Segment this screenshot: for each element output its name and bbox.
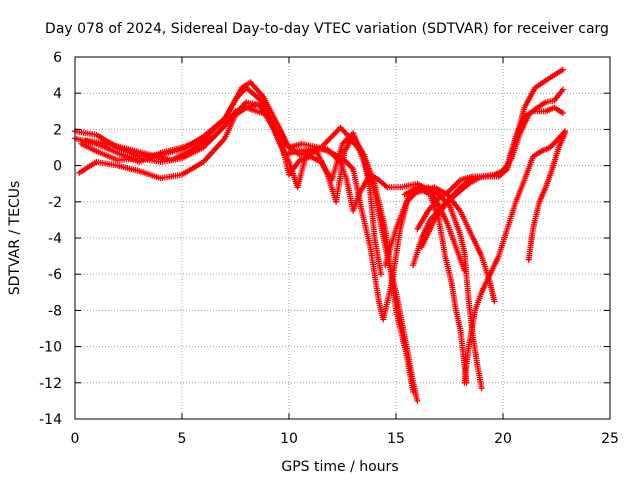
x-tick-label: 5 — [178, 431, 187, 447]
chart-title: Day 078 of 2024, Sidereal Day-to-day VTE… — [45, 21, 609, 37]
series-markers — [418, 104, 566, 251]
y-tick-label: 0 — [53, 159, 62, 175]
series-markers — [401, 184, 470, 386]
y-tick-label: -12 — [39, 376, 62, 392]
series-markers — [525, 130, 569, 263]
x-axis-label: GPS time / hours — [281, 459, 398, 475]
y-tick-label: -10 — [39, 340, 62, 356]
axis-ticks: 0 5 10 15 20 25 -14 -12 -10 -8 -6 -4 -2 0 2 4 6 — [39, 50, 619, 447]
series-markers — [72, 84, 417, 395]
series-sat-i — [418, 104, 566, 251]
x-tick-label: 20 — [494, 431, 512, 447]
data-series — [72, 66, 569, 404]
x-tick-label: 0 — [71, 431, 80, 447]
x-tick-label: 10 — [280, 431, 298, 447]
y-tick-label: -14 — [39, 412, 62, 428]
x-tick-label: 25 — [601, 431, 619, 447]
series-sat-l — [401, 184, 470, 386]
y-tick-label: -6 — [48, 267, 62, 283]
series-sat-b — [72, 84, 417, 395]
y-tick-label: -4 — [48, 231, 62, 247]
y-axis-label: SDTVAR / TECUs — [7, 181, 23, 296]
y-tick-label: -2 — [48, 195, 62, 211]
y-tick-label: -8 — [48, 303, 62, 319]
y-tick-label: 4 — [53, 86, 62, 102]
y-tick-label: 6 — [53, 50, 62, 66]
y-tick-label: 2 — [53, 122, 62, 138]
series-sat-k — [525, 130, 569, 263]
x-tick-label: 15 — [387, 431, 405, 447]
